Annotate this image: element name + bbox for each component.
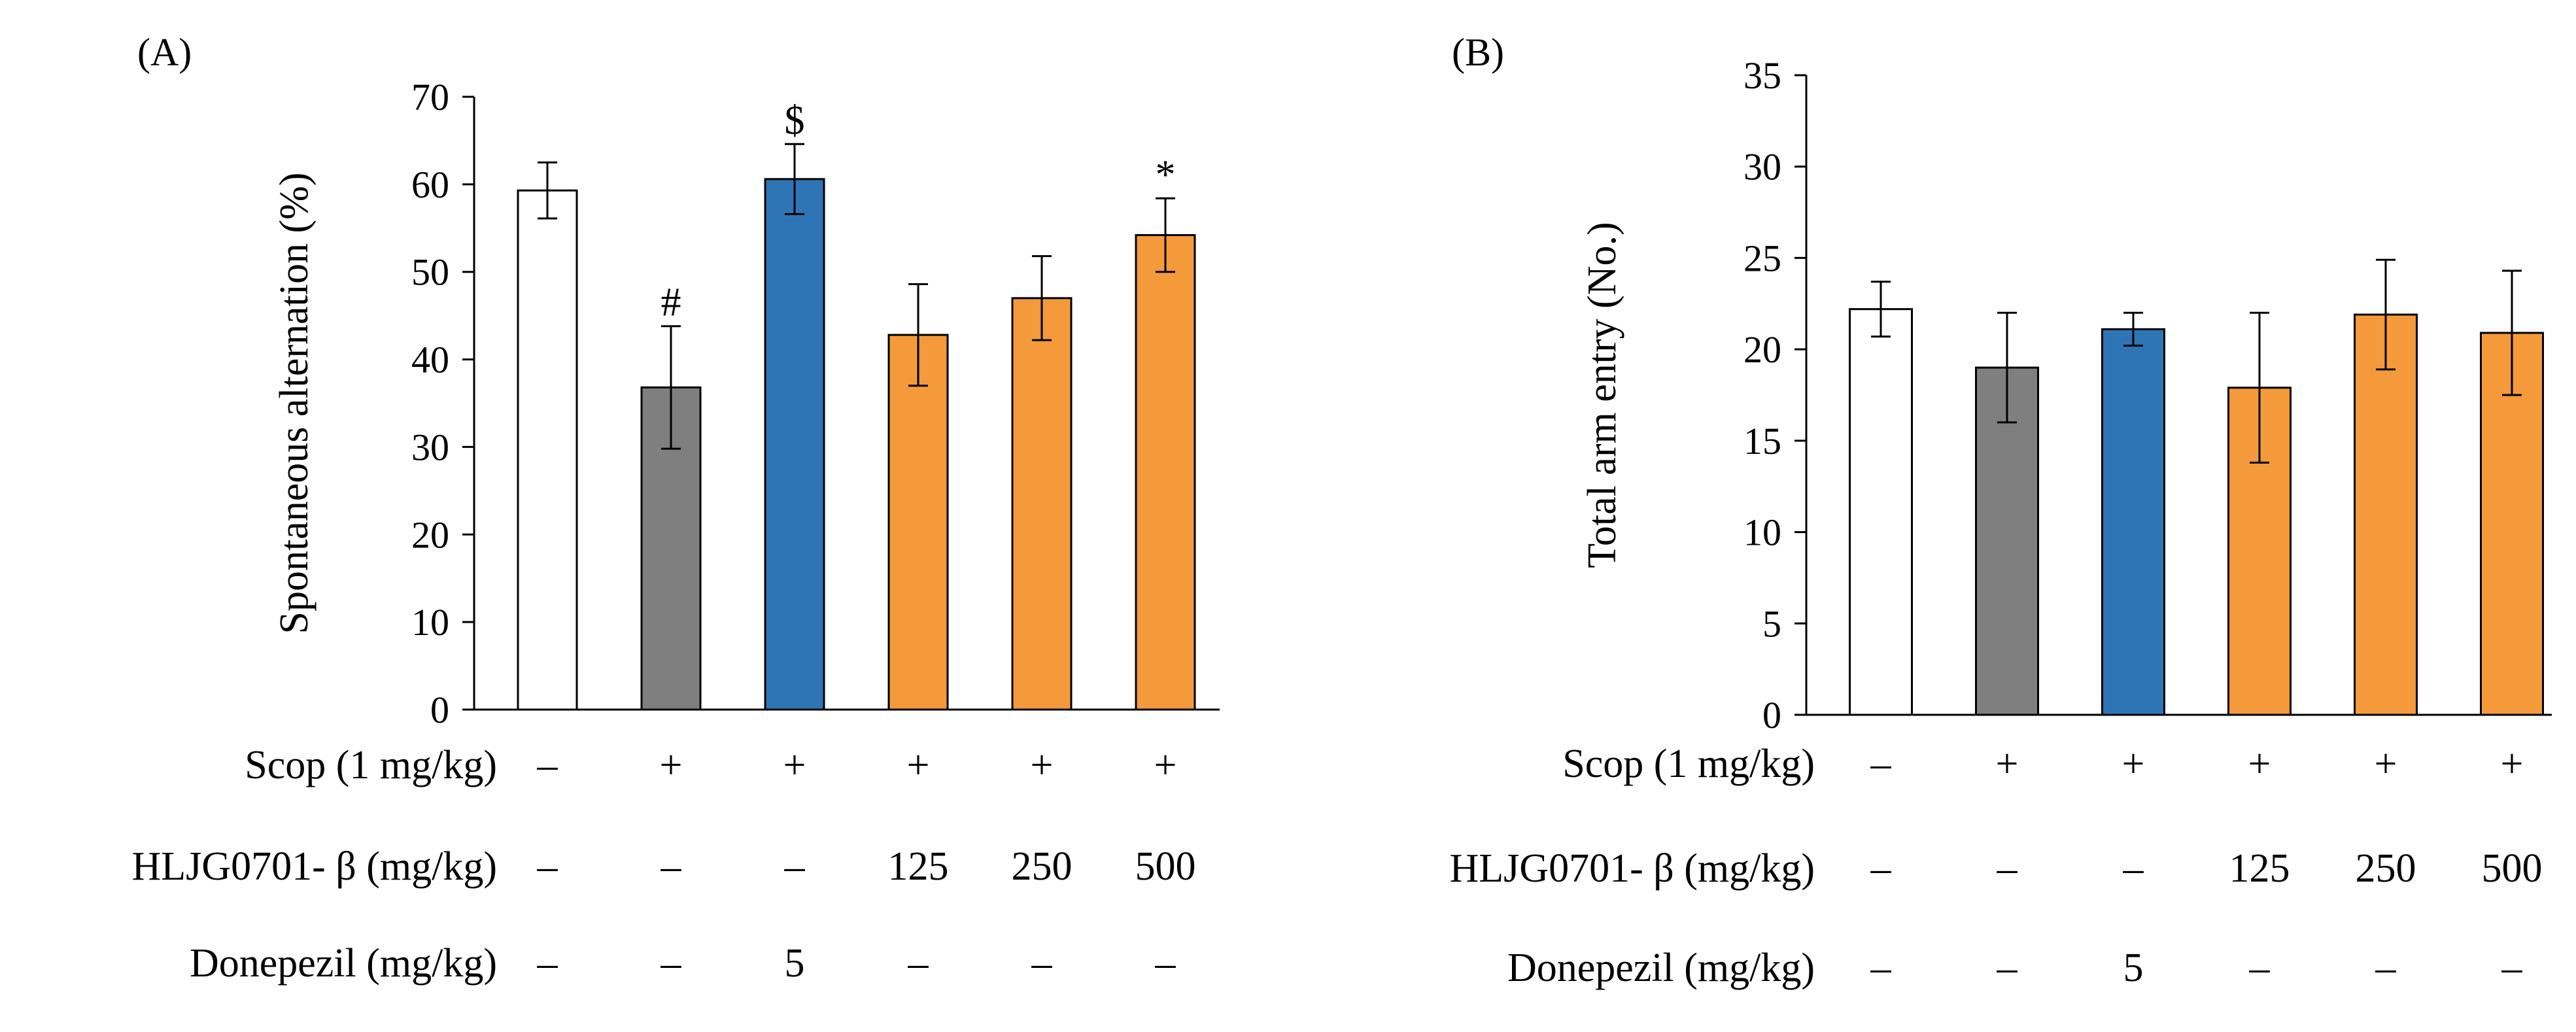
panel-b-row-cell: + xyxy=(1996,742,2019,786)
panel-a-y-tick-label: 10 xyxy=(411,601,449,644)
panel-a-y-tick-label: 40 xyxy=(411,339,449,381)
panel-b-row-cell: 500 xyxy=(2482,846,2543,891)
panel-a-y-tick-label: 30 xyxy=(411,426,449,468)
panel-b-row-cell: – xyxy=(1870,742,1892,786)
panel-a-bar xyxy=(764,178,825,711)
panel-a-row-cell: + xyxy=(783,743,806,787)
panel-b-y-tick-label: 30 xyxy=(1743,146,1781,188)
panel-a-row-cell: – xyxy=(1155,941,1176,986)
panel-b-row-cell: – xyxy=(1870,946,1892,990)
panel-a-row-cell: – xyxy=(661,844,682,889)
panel-a-bar xyxy=(1135,233,1196,711)
panel-b-row-cell: – xyxy=(1997,846,2018,891)
panel-a-row-cell: 5 xyxy=(785,941,805,986)
panel-a-row-cell: + xyxy=(660,743,683,787)
panel-a-bar xyxy=(517,189,578,711)
panel-b-y-tick-label: 10 xyxy=(1743,511,1781,554)
panel-a-row-cell: – xyxy=(908,941,929,986)
panel-a-y-tick-label: 20 xyxy=(411,513,449,556)
panel-b-row-cell: 5 xyxy=(2123,946,2144,990)
panel-b-y-tick-label: 15 xyxy=(1743,420,1781,462)
panel-b-row-cell: – xyxy=(2123,846,2144,891)
panel-b-row-cell: – xyxy=(2501,946,2523,990)
panel-a-row-cell: – xyxy=(1031,941,1053,986)
panel-b-row-cell: – xyxy=(2375,946,2397,990)
panel-b-bar xyxy=(1975,366,2039,716)
panel-b-y-tick-label: 25 xyxy=(1743,237,1781,279)
panel-a-row-cell: – xyxy=(537,941,558,986)
panel-a-row-label: Scop (1 mg/kg) xyxy=(245,743,497,787)
panel-a-row-label: Donepezil (mg/kg) xyxy=(190,941,497,986)
panel-a-row-label: HLJG0701- β (mg/kg) xyxy=(132,844,497,889)
panel-a-row-cell: – xyxy=(537,743,558,787)
panel-b-row-cell: 125 xyxy=(2229,846,2290,891)
panel-b-row-cell: 250 xyxy=(2356,846,2416,891)
panel-a-y-tick-label: 0 xyxy=(430,689,449,731)
panel-b-bar xyxy=(2480,332,2544,716)
panel-a-row-cell: 500 xyxy=(1135,844,1196,889)
panel-a-row-cell: + xyxy=(907,743,930,787)
panel-a-significance-marker: * xyxy=(1156,152,1176,197)
panel-b-bar xyxy=(1849,308,1913,716)
panel-a-row-cell: 125 xyxy=(888,844,949,889)
panel-b-row-cell: + xyxy=(2248,742,2271,786)
panel-b-y-tick-label: 5 xyxy=(1762,602,1781,645)
panel-a-row-cell: + xyxy=(1031,743,1054,787)
panel-b-row-label: HLJG0701- β (mg/kg) xyxy=(1450,846,1815,891)
panel-a-y-axis-title: Spontaneous alternation (%) xyxy=(272,173,317,634)
panel-a-row-cell: – xyxy=(537,844,558,889)
panel-b-bar xyxy=(2354,313,2418,716)
panel-b-y-axis-title: Total arm entry (No.) xyxy=(1580,222,1624,568)
panel-a-y-tick-label: 70 xyxy=(411,76,449,118)
panel-b-bar xyxy=(2101,328,2165,716)
panel-a-row-cell: – xyxy=(784,844,806,889)
panel-b-row-cell: – xyxy=(2249,946,2271,990)
panel-a-row-cell: – xyxy=(661,941,682,986)
panel-b-label: (B) xyxy=(1452,31,1504,74)
panel-a-y-tick-label: 60 xyxy=(411,163,449,206)
panel-a-significance-marker: # xyxy=(661,281,681,325)
panel-a-row-cell: + xyxy=(1154,743,1177,787)
panel-a-row-cell: 250 xyxy=(1012,844,1073,889)
panel-b-row-cell: + xyxy=(2375,742,2397,786)
panel-b-row-label: Scop (1 mg/kg) xyxy=(1562,742,1815,786)
panel-b-row-cell: – xyxy=(1997,946,2018,990)
panel-b-row-cell: – xyxy=(1870,846,1892,891)
panel-a-y-tick-label: 50 xyxy=(411,251,449,294)
panel-b-row-cell: + xyxy=(2501,742,2524,786)
panel-a-label: (A) xyxy=(137,31,192,74)
panel-b-y-tick-label: 20 xyxy=(1743,328,1781,371)
panel-a-bar xyxy=(1011,297,1073,711)
panel-b-row-cell: + xyxy=(2122,742,2145,786)
panel-a-bar xyxy=(887,334,949,711)
panel-b-y-tick-label: 35 xyxy=(1743,54,1781,97)
panel-a-significance-marker: $ xyxy=(785,98,805,143)
panel-b-row-label: Donepezil (mg/kg) xyxy=(1507,946,1815,990)
panel-b-y-tick-label: 0 xyxy=(1762,694,1781,736)
panel-a-bar xyxy=(640,386,702,711)
